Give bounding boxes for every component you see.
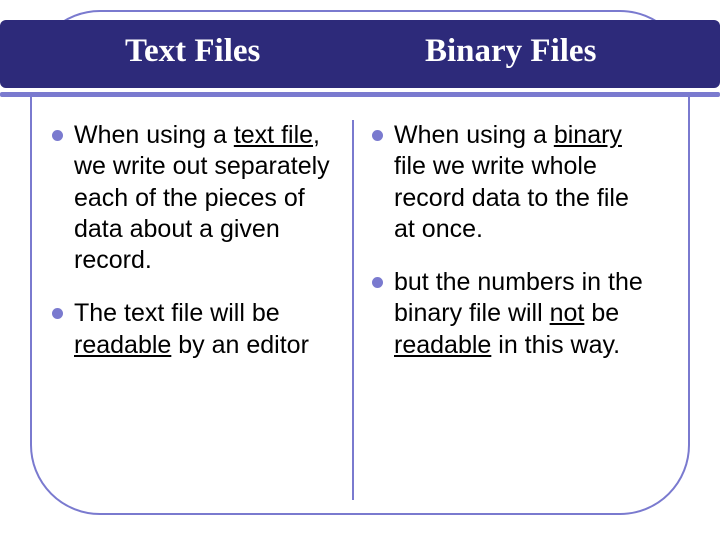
list-item: When using a binary file we write whole … bbox=[372, 120, 654, 245]
text-segment: be bbox=[584, 299, 619, 327]
text-segment: When using a bbox=[74, 121, 234, 149]
bullet-icon bbox=[372, 277, 383, 288]
list-item: The text file will be readable by an edi… bbox=[52, 298, 334, 361]
bullet-icon bbox=[52, 130, 63, 141]
title-underline bbox=[0, 92, 720, 97]
text-segment: in this way. bbox=[491, 331, 620, 359]
text-segment: by an editor bbox=[171, 331, 309, 359]
underlined-text: text file bbox=[234, 121, 313, 149]
title-right: Binary Files bbox=[425, 33, 596, 70]
title-band bbox=[0, 20, 720, 88]
bullet-icon bbox=[52, 308, 63, 319]
right-column: When using a binary file we write whole … bbox=[354, 120, 672, 500]
title-left: Text Files bbox=[125, 33, 260, 70]
content-area: When using a text file, we write out sep… bbox=[52, 120, 672, 500]
underlined-text: readable bbox=[394, 331, 491, 359]
list-item: When using a text file, we write out sep… bbox=[52, 120, 334, 276]
left-column: When using a text file, we write out sep… bbox=[52, 120, 354, 500]
text-segment: The text file will be bbox=[74, 299, 280, 327]
text-segment: file we write whole record data to the f… bbox=[394, 152, 629, 243]
underlined-text: not bbox=[550, 299, 585, 327]
text-segment: When using a bbox=[394, 121, 554, 149]
underlined-text: binary bbox=[554, 121, 622, 149]
slide: Text Files Binary Files When using a tex… bbox=[0, 0, 720, 540]
list-item: but the numbers in the binary file will … bbox=[372, 267, 654, 361]
bullet-icon bbox=[372, 130, 383, 141]
underlined-text: readable bbox=[74, 331, 171, 359]
